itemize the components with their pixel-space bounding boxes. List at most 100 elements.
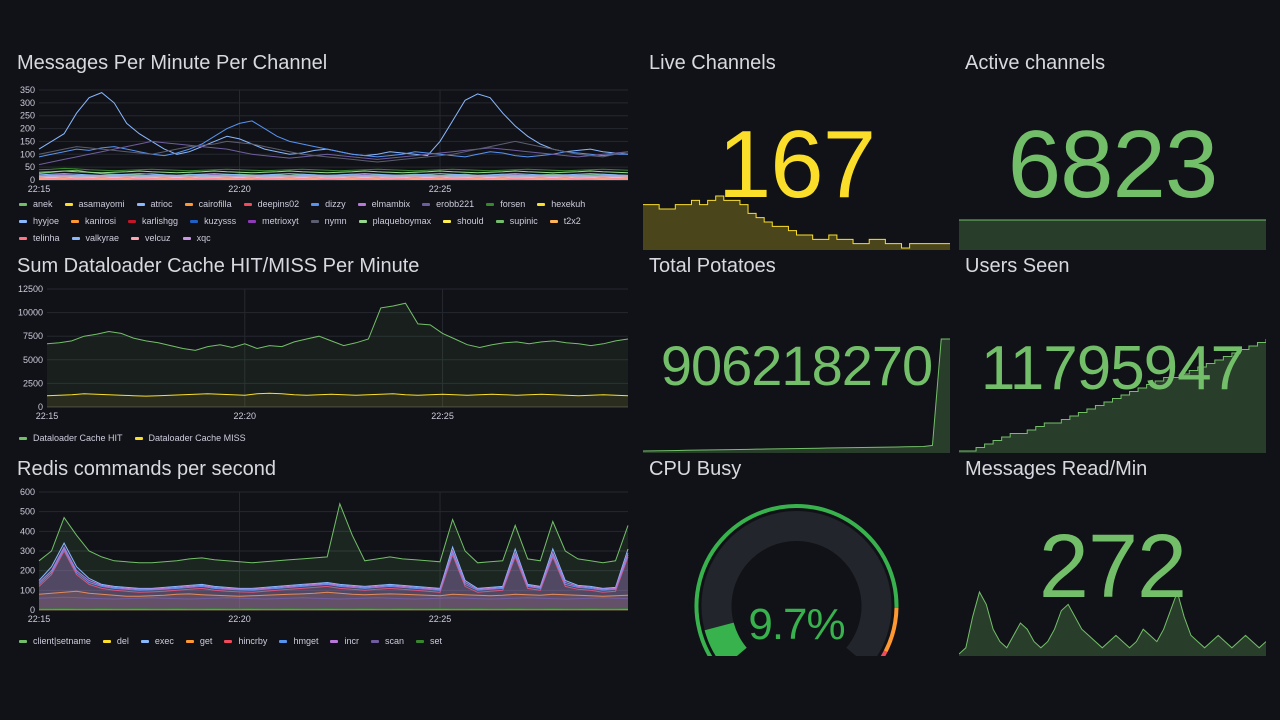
sparkline — [643, 338, 950, 453]
legend-item[interactable]: asamayomi — [64, 199, 125, 209]
legend-item[interactable]: supinic — [495, 216, 538, 226]
sparkline-area — [643, 196, 950, 250]
legend-label: deepins02 — [257, 199, 300, 209]
dataloader-chart[interactable]: 12500 10000 7500 5000 2500 022:15 22:20 22:25 — [17, 285, 632, 425]
legend-label: hmget — [293, 636, 319, 646]
legend-swatch — [415, 639, 424, 643]
legend-swatch — [190, 219, 199, 223]
legend-item[interactable]: hmget — [279, 636, 318, 646]
legend-item[interactable]: hincrby — [224, 636, 267, 646]
legend-label: erobb221 — [436, 199, 475, 209]
legend-item[interactable]: xqc — [182, 233, 211, 243]
legend-swatch — [140, 639, 149, 643]
panel-title: Sum Dataloader Cache HIT/MISS Per Minute — [17, 255, 420, 277]
series-area-incr — [39, 547, 628, 610]
legend-item[interactable]: client|setname — [19, 636, 91, 646]
legend-item[interactable]: get — [185, 636, 212, 646]
series-line-hincrby — [38, 549, 629, 593]
legend-item[interactable]: t2x2 — [549, 216, 581, 226]
legend-item[interactable]: Dataloader Cache HIT — [19, 433, 123, 443]
legend-item[interactable]: karlishgg — [128, 216, 178, 226]
series-area-exec — [39, 543, 628, 610]
legend-swatch — [19, 219, 27, 223]
x-tick-label: 22:25 — [429, 184, 452, 194]
legend-item[interactable]: valkyrae — [71, 233, 119, 243]
legend-item[interactable]: hexekuh — [537, 199, 585, 209]
series-area-scan — [39, 597, 628, 610]
legend-item[interactable]: incr — [330, 636, 359, 646]
chart-legend: Dataloader Cache HIT Dataloader Cache MIS… — [19, 433, 629, 443]
legend-item[interactable]: forsen — [486, 199, 525, 209]
legend-item[interactable]: cairofilla — [184, 199, 232, 209]
legend-swatch — [64, 202, 73, 206]
legend-item[interactable]: anek — [19, 199, 53, 209]
gauge-threshold-red — [880, 650, 888, 656]
y-tick-label: 2500 — [23, 378, 43, 388]
legend-item[interactable]: del — [102, 636, 129, 646]
legend-swatch — [330, 639, 339, 643]
legend-swatch — [102, 639, 111, 643]
panel-title: Redis commands per second — [17, 458, 277, 480]
y-tick-label: 500 — [20, 507, 35, 517]
series-area-hmget — [39, 549, 628, 610]
legend-swatch — [182, 236, 191, 240]
y-tick-label: 150 — [20, 136, 35, 146]
legend-item[interactable]: velcuz — [131, 233, 171, 243]
panel-title: Active channels — [965, 52, 1106, 74]
legend-label: dizzy — [325, 199, 346, 209]
legend-item[interactable]: deepins02 — [243, 199, 300, 209]
panel-users-seen[interactable]: Users Seen 11795947 — [959, 255, 1266, 453]
panel-total-potatoes[interactable]: Total Potatoes 906218270 — [643, 255, 950, 453]
panel-dataloader-cache[interactable]: Sum Dataloader Cache HIT/MISS Per Minute… — [17, 255, 632, 450]
series-line-velcuz — [38, 178, 629, 180]
legend-item[interactable]: Dataloader Cache MISS — [134, 433, 246, 443]
legend-item[interactable]: dizzy — [311, 199, 346, 209]
legend-item[interactable]: plaqueboymax — [358, 216, 431, 226]
legend-label: incr — [344, 636, 359, 646]
legend-label: client|setname — [33, 636, 91, 646]
legend-label: metrioxyt — [262, 216, 299, 226]
legend-swatch — [19, 236, 27, 240]
legend-label: hyyjoe — [33, 216, 60, 226]
y-tick-label: 400 — [20, 526, 35, 536]
panel-live-channels[interactable]: Live Channels 167 — [643, 52, 950, 250]
legend-item[interactable]: metrioxyt — [248, 216, 299, 226]
legend-item[interactable]: atrioc — [136, 199, 173, 209]
messages-chart[interactable]: 350 300 250 200 150 100 50 022:15 22:20 22:25 — [17, 86, 632, 198]
legend-swatch — [243, 202, 252, 206]
series-line-exec — [38, 542, 629, 589]
series-line-erobb221 — [38, 140, 629, 166]
y-tick-label: 300 — [20, 98, 35, 108]
legend-item[interactable]: set — [415, 636, 442, 646]
legend-item[interactable]: kuzysss — [190, 216, 236, 226]
legend-item[interactable]: nymn — [310, 216, 347, 226]
series-line-plaqueboymax — [38, 170, 629, 174]
legend-item[interactable]: hyyjoe — [19, 216, 59, 226]
legend-item[interactable]: erobb221 — [422, 199, 474, 209]
gauge-threshold-green — [694, 504, 899, 656]
legend-swatch — [19, 436, 27, 440]
legend-label: del — [116, 636, 129, 646]
gauge-value — [704, 621, 748, 656]
legend-label: scan — [384, 636, 404, 646]
sparkline — [959, 219, 1266, 250]
legend-item[interactable]: exec — [140, 636, 174, 646]
sparkline-area — [959, 339, 1266, 453]
sparkline-line — [643, 338, 950, 452]
sparkline — [643, 195, 950, 250]
legend-swatch — [128, 219, 137, 223]
legend-item[interactable]: telinha — [19, 233, 60, 243]
legend-item[interactable]: kanirosi — [71, 216, 116, 226]
y-tick-label: 100 — [20, 149, 35, 159]
legend-swatch — [136, 202, 145, 206]
panel-redis-commands[interactable]: Redis commands per second 600 500 400 300 20… — [17, 458, 632, 653]
panel-cpu-busy[interactable]: CPU Busy 9.7% — [643, 458, 950, 656]
panel-active-channels[interactable]: Active channels 6823 — [959, 52, 1266, 250]
legend-item[interactable]: elmambix — [357, 199, 410, 209]
legend-item[interactable]: scan — [370, 636, 404, 646]
legend-item[interactable]: should — [443, 216, 484, 226]
legend-swatch — [19, 202, 27, 206]
redis-chart[interactable]: 600 500 400 300 200 100 022:15 22:20 22:25 — [17, 488, 632, 628]
panel-messages-per-minute[interactable]: Messages Per Minute Per Channel 350 300 25… — [17, 52, 632, 248]
panel-messages-read[interactable]: Messages Read/Min 272 — [959, 458, 1266, 656]
